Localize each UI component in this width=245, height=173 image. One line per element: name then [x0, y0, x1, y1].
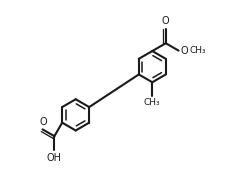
Text: OH: OH: [47, 153, 62, 163]
Text: CH₃: CH₃: [144, 98, 161, 107]
Text: O: O: [162, 16, 170, 26]
Text: O: O: [40, 117, 48, 127]
Text: O: O: [181, 46, 188, 56]
Text: CH₃: CH₃: [190, 46, 207, 55]
